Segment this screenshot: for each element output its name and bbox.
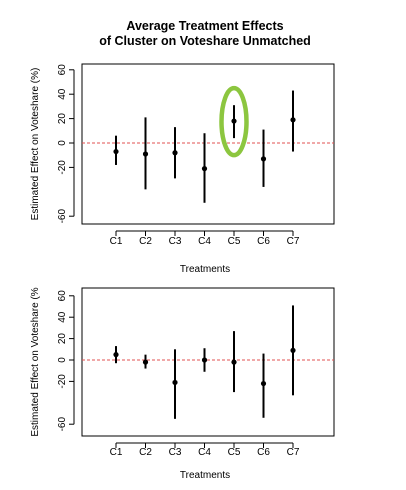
- chart-1-title-line-1: Average Treatment Effects: [126, 19, 283, 33]
- x-tick-label: C2: [139, 447, 152, 458]
- x-tick-label: C2: [139, 236, 152, 247]
- point-estimate-C6: [260, 380, 267, 387]
- y-tick-label: 60: [57, 290, 68, 302]
- chart-2-marks: [82, 305, 334, 419]
- point-estimate-C6: [260, 156, 267, 162]
- y-tick-label: -60: [57, 417, 68, 432]
- x-tick-label: C1: [110, 236, 123, 247]
- point-estimate-C7: [290, 117, 296, 123]
- chart-1-marks: [82, 85, 334, 203]
- chart-1-plot-frame: [81, 63, 335, 225]
- x-tick-label: C3: [169, 447, 182, 458]
- point-estimate-C2: [142, 359, 149, 365]
- highlight-ellipse-C5: [219, 85, 249, 158]
- x-tick-label: C3: [169, 236, 182, 247]
- chart-1-y-label: Estimated Effect on Voteshare (%): [30, 68, 41, 221]
- x-tick-label: C7: [287, 447, 300, 458]
- x-tick-label: C4: [198, 447, 211, 458]
- chart-2-y-label: Estimated Effect on Voteshare (%: [30, 287, 41, 436]
- chart-1-x-axis: C1 C2 C3 C4 C5 C6 C7: [110, 230, 300, 247]
- x-tick-label: C6: [257, 236, 270, 247]
- point-estimate-C3: [172, 150, 178, 156]
- y-tick-label: -20: [57, 160, 68, 175]
- chart-1: Average Treatment Effects of Cluster on …: [30, 19, 335, 275]
- chart-1-x-label: Treatments: [180, 264, 230, 275]
- x-tick-label: C6: [257, 447, 270, 458]
- point-estimate-C5: [231, 359, 237, 365]
- point-estimate-C1: [113, 148, 119, 155]
- y-tick-label: 40: [57, 88, 68, 100]
- x-tick-label: C4: [198, 236, 211, 247]
- point-estimate-C1: [113, 352, 119, 358]
- chart-1-title-line-2: of Cluster on Voteshare Unmatched: [99, 34, 311, 48]
- x-tick-label: C7: [287, 236, 300, 247]
- y-tick-label: 0: [57, 357, 68, 363]
- point-estimate-C4: [201, 357, 208, 363]
- x-tick-label: C1: [110, 447, 123, 458]
- y-tick-label: -20: [57, 374, 68, 389]
- chart-2-x-label: Treatments: [180, 470, 230, 481]
- y-tick-label: 20: [57, 113, 68, 125]
- y-tick-label: 0: [57, 140, 68, 146]
- point-estimate-C2: [142, 151, 149, 157]
- point-estimate-C7: [290, 347, 296, 353]
- y-tick-label: 60: [57, 64, 68, 76]
- y-tick-label: 20: [57, 333, 68, 345]
- point-estimate-C5: [231, 118, 237, 124]
- point-estimate-C3: [172, 379, 178, 386]
- chart-2-y-axis: -60 -20 0 20 40 60: [57, 290, 75, 432]
- x-tick-label: C5: [228, 236, 241, 247]
- point-estimate-C4: [201, 166, 208, 172]
- chart-2-x-axis: C1 C2 C3 C4 C5 C6 C7: [110, 442, 300, 458]
- chart-1-y-axis: -60 -20 0 20 40 60: [57, 64, 75, 224]
- chart-2-plot-frame: [81, 287, 335, 437]
- y-tick-label: 40: [57, 311, 68, 323]
- x-tick-label: C5: [228, 447, 241, 458]
- y-tick-label: -60: [57, 209, 68, 224]
